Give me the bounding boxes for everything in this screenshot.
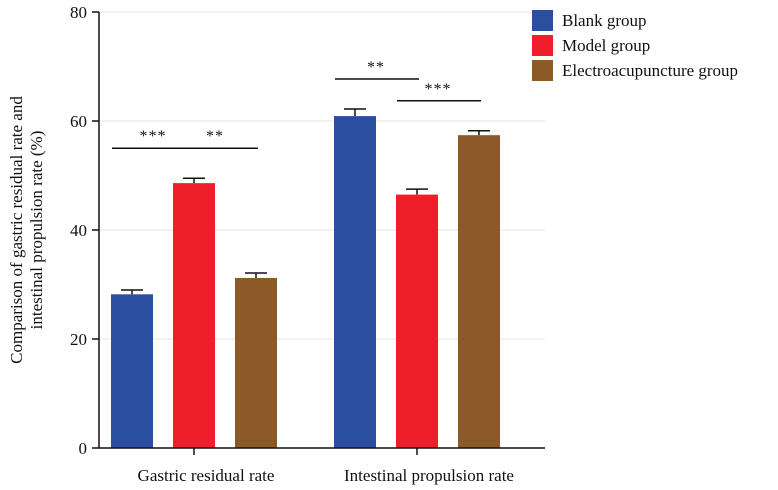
significance-label-3: *** (425, 81, 452, 98)
bar-electroacupuncture-group-0 (235, 277, 277, 448)
y-tick-label-20: 20 (70, 330, 87, 349)
category-label-0: Gastric residual rate (138, 466, 275, 485)
significance-brackets: *** ******* (112, 59, 481, 149)
y-tick-label-80: 80 (70, 3, 87, 22)
legend-label-2: Electroacupuncture group (562, 61, 738, 80)
y-tick-label-60: 60 (70, 112, 87, 131)
y-axis-title: Comparison of gastric residual rate and … (7, 96, 46, 364)
bar-electroacupuncture-group-1 (458, 135, 500, 449)
bar-model-group-0 (173, 183, 215, 448)
legend-swatch-0 (532, 10, 553, 31)
significance-label-2: ** (367, 59, 385, 76)
bar-model-group-1 (396, 194, 438, 448)
legend-label-1: Model group (562, 36, 650, 55)
y-ticks: 0 20 40 60 80 (70, 3, 99, 458)
y-tick-label-0: 0 (79, 439, 88, 458)
legend-swatch-1 (532, 35, 553, 56)
y-axis-title-line-2: intestinal propulsion rate (%) (27, 131, 46, 330)
legend-label-0: Blank group (562, 11, 647, 30)
category-labels: Gastric residual rate Intestinal propulsi… (138, 448, 514, 485)
bar-blank-group-1 (334, 116, 376, 448)
significance-label-1: ** (206, 128, 224, 145)
category-label-1: Intestinal propulsion rate (344, 466, 514, 485)
y-tick-label-40: 40 (70, 221, 87, 240)
bar-blank-group-0 (111, 294, 153, 448)
y-axis-title-line-1: Comparison of gastric residual rate and (7, 96, 26, 364)
legend-swatch-2 (532, 60, 553, 81)
legend: Blank group Model group Electroacupuncture… (532, 10, 738, 81)
bars (111, 108, 500, 449)
significance-label-0: *** (140, 128, 167, 145)
